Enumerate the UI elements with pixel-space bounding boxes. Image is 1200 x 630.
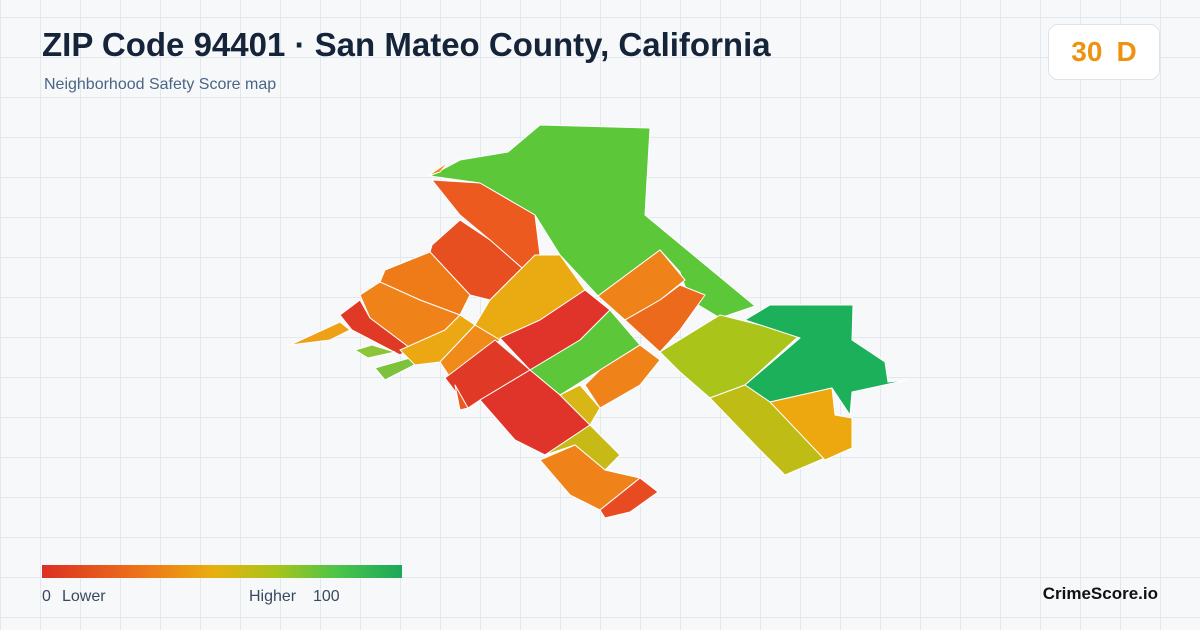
area xyxy=(429,124,756,319)
area xyxy=(559,384,601,426)
title: ZIP Code 94401 · San Mateo County, Calif… xyxy=(42,26,771,63)
area xyxy=(289,321,351,346)
grade: D xyxy=(1116,36,1137,67)
area xyxy=(454,384,469,411)
area xyxy=(427,161,449,177)
score-badge: 30 D xyxy=(1048,24,1160,80)
area xyxy=(597,249,686,321)
brand: CrimeScore.io xyxy=(1042,584,1158,603)
area xyxy=(354,344,396,359)
legend-min: 0 xyxy=(42,588,51,605)
legend-gradient xyxy=(42,565,402,578)
legend-max: 100 xyxy=(313,588,340,605)
score: 30 xyxy=(1071,36,1103,67)
subtitle: Neighborhood Safety Score map xyxy=(44,76,277,93)
area xyxy=(599,477,659,519)
area xyxy=(769,387,853,461)
legend-high-label: Higher xyxy=(249,588,297,605)
legend-low-label: Lower xyxy=(62,588,106,605)
